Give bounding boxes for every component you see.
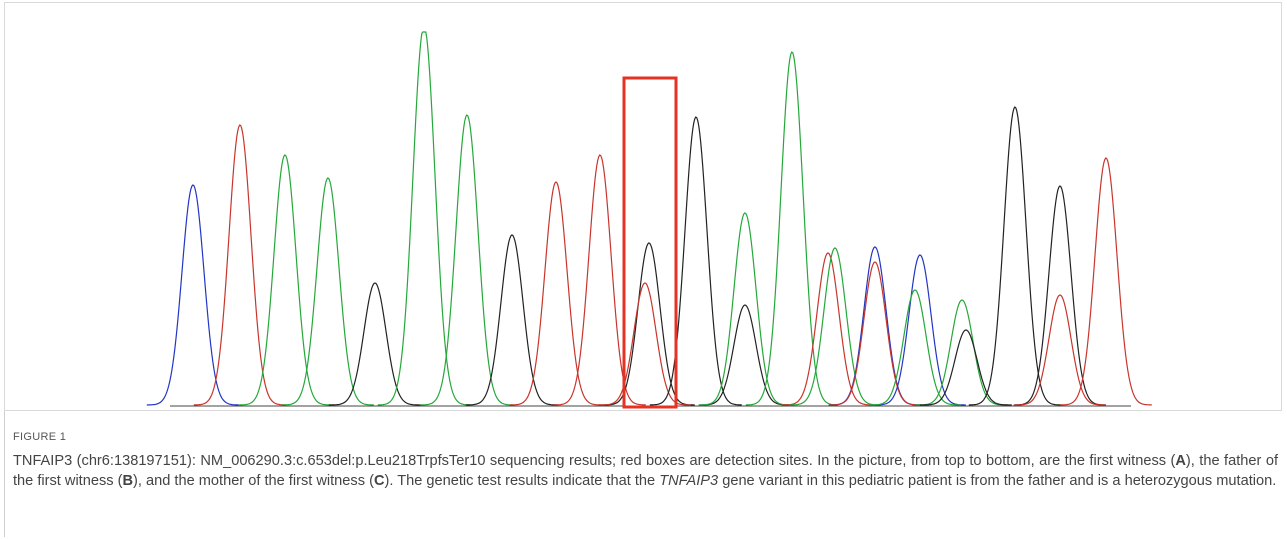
caption-text: ), and the mother of the first witness (	[133, 473, 374, 489]
trace-peak	[1014, 295, 1106, 405]
caption-gene: TNFAIP3	[659, 473, 718, 489]
caption-panel-ref: A	[1175, 453, 1186, 469]
caption-text: ). The genetic test results indicate tha…	[384, 473, 659, 489]
trace-peak	[510, 182, 602, 405]
trace-group	[147, 32, 1152, 405]
trace-peak	[920, 330, 1012, 405]
caption-text: gene variant in this pediatric patient i…	[718, 473, 1276, 489]
figure-caption: TNFAIP3 (chr6:138197151): NM_006290.3:c.…	[13, 451, 1280, 491]
trace-peak	[650, 117, 742, 405]
trace-peak	[789, 248, 881, 405]
page: {"figure": { "label": "FIGURE 1", "capti…	[0, 0, 1287, 539]
caption-text: TNFAIP3 (chr6:138197151): NM_006290.3:c.…	[13, 453, 1175, 469]
trace-peak	[746, 52, 838, 405]
caption-panel-ref: C	[374, 473, 385, 489]
caption-panel-ref: B	[122, 473, 133, 489]
trace-peak	[239, 155, 331, 405]
trace-peak	[282, 178, 374, 405]
trace-peak	[1060, 158, 1152, 405]
trace-peak	[329, 283, 421, 405]
trace-peak	[969, 107, 1061, 405]
trace-peak	[378, 32, 470, 405]
figure-label: FIGURE 1	[13, 431, 1280, 443]
caption-box: FIGURE 1 TNFAIP3 (chr6:138197151): NM_00…	[4, 411, 1280, 537]
trace-peak	[194, 125, 286, 405]
chromatogram	[0, 0, 1287, 412]
